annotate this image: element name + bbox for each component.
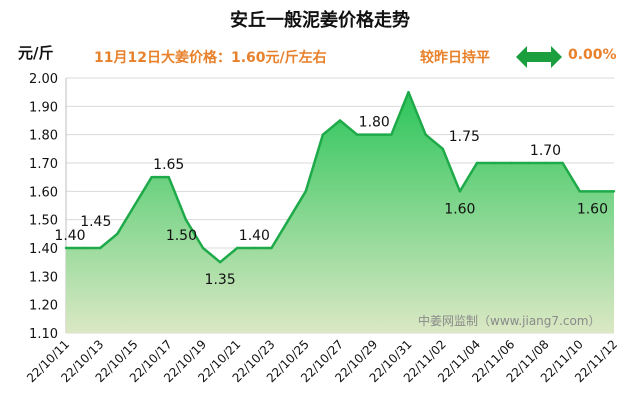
y-tick-label: 1.80	[29, 129, 58, 144]
data-label: 1.60	[577, 201, 608, 217]
y-tick-label: 1.10	[29, 327, 58, 342]
data-label: 1.75	[449, 129, 480, 145]
y-tick-label: 1.40	[29, 242, 58, 257]
y-tick-label: 1.90	[29, 100, 58, 115]
data-point	[270, 246, 273, 250]
data-point	[99, 246, 102, 250]
data-label: 1.40	[239, 228, 270, 244]
data-point	[510, 161, 513, 165]
data-label: 1.60	[444, 201, 475, 217]
data-point	[612, 190, 616, 193]
data-point	[218, 260, 222, 264]
data-point	[373, 133, 376, 136]
compare-label: 较昨日持平	[420, 50, 490, 66]
y-tick-label: 2.00	[29, 72, 58, 87]
data-point	[458, 190, 462, 193]
data-point	[81, 246, 85, 250]
data-point	[355, 133, 359, 136]
watermark: 中姜网监制（www.jiang7.com）	[418, 313, 600, 328]
data-point	[116, 232, 119, 236]
data-label: 1.65	[153, 157, 184, 173]
y-tick-label: 1.50	[29, 214, 58, 229]
data-point	[390, 133, 393, 136]
y-tick-label: 1.20	[29, 299, 58, 314]
price-info: 11月12日大姜价格：1.60元/斤左右	[94, 50, 327, 66]
change-percent: 0.00%	[568, 47, 617, 63]
data-point	[64, 246, 68, 250]
y-tick-label: 1.30	[29, 270, 58, 285]
data-point	[150, 175, 153, 179]
data-point	[338, 119, 342, 122]
data-point	[253, 246, 256, 250]
y-tick-label: 1.70	[29, 157, 58, 172]
area-fill	[66, 92, 614, 334]
data-point	[133, 204, 136, 207]
data-label: 1.35	[205, 272, 236, 288]
data-point	[407, 90, 410, 94]
data-labels: 1.401.451.651.501.351.401.801.751.601.70…	[54, 115, 608, 288]
data-label: 1.80	[359, 115, 390, 131]
data-point	[544, 161, 547, 165]
data-point	[167, 175, 170, 179]
data-point	[492, 161, 496, 165]
data-point	[321, 133, 325, 136]
data-point	[475, 161, 479, 165]
data-label: 1.70	[530, 143, 561, 159]
data-point	[441, 147, 444, 151]
chart-title: 安丘一般泥姜价格走势	[230, 10, 410, 31]
data-point	[304, 190, 307, 193]
data-label: 1.40	[54, 228, 85, 244]
data-label: 1.50	[166, 228, 197, 244]
double-arrow-icon	[516, 46, 562, 68]
y-tick-label: 1.60	[29, 185, 58, 200]
data-point	[184, 218, 188, 221]
data-point	[561, 161, 564, 165]
y-axis-unit: 元/斤	[18, 44, 54, 62]
data-point	[595, 190, 599, 193]
x-axis-ticks: 22/10/1122/10/1322/10/1522/10/1722/10/19…	[24, 337, 620, 385]
y-axis-ticks: 1.10 1.20 1.30 1.40 1.50 1.60 1.70 1.80 1.90 2.00	[29, 72, 58, 342]
data-point	[201, 246, 205, 250]
data-point	[527, 161, 530, 165]
data-point	[424, 133, 427, 136]
data-point	[578, 190, 581, 193]
data-label: 1.45	[80, 214, 111, 230]
area-series	[64, 90, 616, 334]
data-point	[236, 246, 239, 250]
data-point	[287, 218, 290, 221]
